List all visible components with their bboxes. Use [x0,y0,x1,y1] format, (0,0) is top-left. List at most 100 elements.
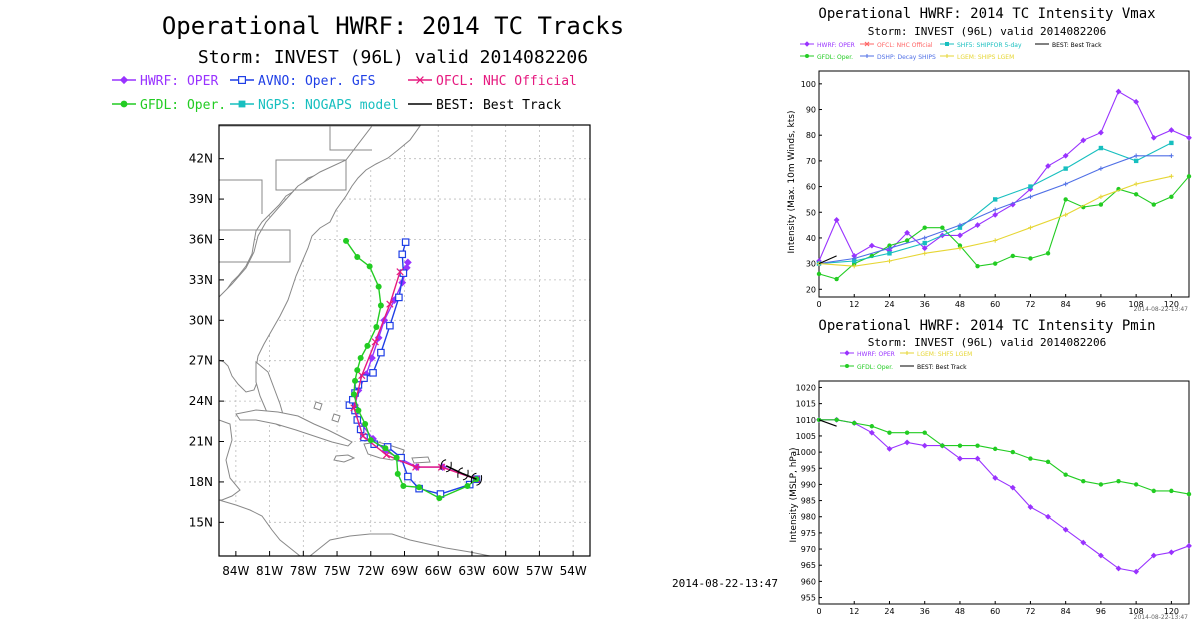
track-point [386,300,394,308]
track-point [373,324,380,331]
y-tick-label: 15N [189,515,213,529]
legend-item-dshp: DSHP: Decay SHIPS [860,54,936,61]
data-point [1010,253,1016,259]
data-point [1169,488,1174,494]
x-tick-label: 96 [1096,607,1106,616]
legend-label: BEST: Best Track [917,364,967,371]
y-tick-label: 39N [189,192,213,206]
legend-marker [238,75,247,84]
vmax-timestamp: 2014-08-22-13:47 [1134,306,1189,313]
track-point [366,263,373,270]
y-tick-label: 1000 [796,448,816,457]
legend-label: GFDL: Oper. [857,364,893,371]
data-point [992,261,998,266]
x-tick-label: 78W [290,564,317,578]
y-tick-label: 27N [189,354,213,368]
y-tick-label: 970 [801,545,816,554]
legend-label: LGEM: SHIPS LGEM [957,54,1014,61]
track-point [396,268,404,276]
x-tick-label: 120 [1164,300,1179,309]
legend-marker [416,76,424,84]
legend-item-lgem: LGEM: SHIPS LGEM [940,54,1014,61]
track-series-ofcl [350,268,481,483]
track-legend: HWRF: OPER AVNO: Oper. GFS OFCL: NHC Offic… [112,74,577,113]
data-point [1133,568,1140,575]
data-point [1010,449,1016,455]
data-point [1062,526,1069,533]
data-point [974,222,981,228]
legend-label: GFDL: Oper. [140,98,226,113]
legend-marker [865,54,869,58]
data-point [1150,552,1157,559]
data-point [1133,181,1139,187]
y-tick-label: 60 [806,183,816,192]
vmax-legend: HWRF: OPER OFCL: NHC Official SHF5: SHIPFO… [800,41,1102,61]
data-point [1027,504,1034,510]
storm-symbol [470,472,483,486]
data-point [886,445,893,452]
track-point [416,484,423,491]
track-series [343,237,483,502]
y-tick-label: 960 [801,577,816,586]
track-subtitle: Storm: INVEST (96L) valid 2014082206 [198,47,588,68]
data-point [1028,194,1033,200]
data-point [1097,552,1104,559]
pmin-title: Operational HWRF: 2014 TC Intensity Pmin [818,318,1155,334]
x-tick-label: 120 [1164,607,1179,616]
series-best [818,419,837,427]
y-tick-label: 1005 [796,432,816,441]
data-point [1098,482,1104,487]
legend-item-lgem: LGEM: SHF5 LGEM [900,351,972,358]
track-point [362,421,369,428]
series-line [818,419,837,427]
data-point [957,243,963,248]
x-tick-label: 48 [955,607,965,616]
track-point [393,454,400,461]
vmax-intensity-chart: Operational HWRF: 2014 TC Intensity Vmax… [787,6,1192,313]
data-point [1133,482,1139,487]
x-tick-label: 24 [884,300,894,309]
track-point [403,258,412,267]
data-point [834,417,839,422]
x-tick-label: 72 [1025,300,1035,309]
vmax-subtitle: Storm: INVEST (96L) valid 2014082206 [868,25,1106,38]
x-tick-label: 108 [1129,300,1144,309]
data-point [1115,88,1122,95]
series-lgem [816,174,1174,269]
legend-item-avno: AVNO: Oper. GFS [230,74,375,89]
data-point [904,430,910,435]
track-line [345,240,477,499]
y-tick-label: 36N [189,232,213,246]
track-point [359,432,367,440]
x-tick-label: 0 [816,300,821,309]
series-line [818,255,837,265]
pmin-legend: HWRF: OPER LGEM: SHF5 LGEM GFDL: Oper. BEST… [840,350,972,371]
y-tick-label: 975 [801,529,816,538]
y-tick-label: 985 [801,497,816,506]
data-point [1098,145,1104,151]
y-tick-label: 80 [806,131,816,140]
data-point [921,245,928,252]
legend-label: HWRF: OPER [140,74,218,89]
data-point [1151,488,1156,494]
track-point [354,367,361,374]
legend-marker [845,364,849,368]
data-point [1133,192,1139,197]
track-point [371,338,379,346]
data-point [1028,184,1033,189]
data-point [975,263,980,269]
track-series-gfdl [343,237,480,502]
pmin-ylabel: Intensity (MSLP, hPa) [789,448,799,543]
legend-label: SHF5: SHIPFOR 5-day [957,42,1022,49]
data-point [1028,225,1033,230]
data-point [868,242,875,249]
pmin-subtitle: Storm: INVEST (96L) valid 2014082206 [868,336,1106,349]
data-point [1063,166,1068,171]
track-point [386,321,394,330]
legend-label: BEST: Best Track [436,98,561,113]
data-point [992,446,998,452]
legend-label: AVNO: Oper. GFS [258,74,375,89]
data-point [1098,202,1104,207]
data-point [974,455,981,462]
x-tick-label: 24 [884,607,894,616]
